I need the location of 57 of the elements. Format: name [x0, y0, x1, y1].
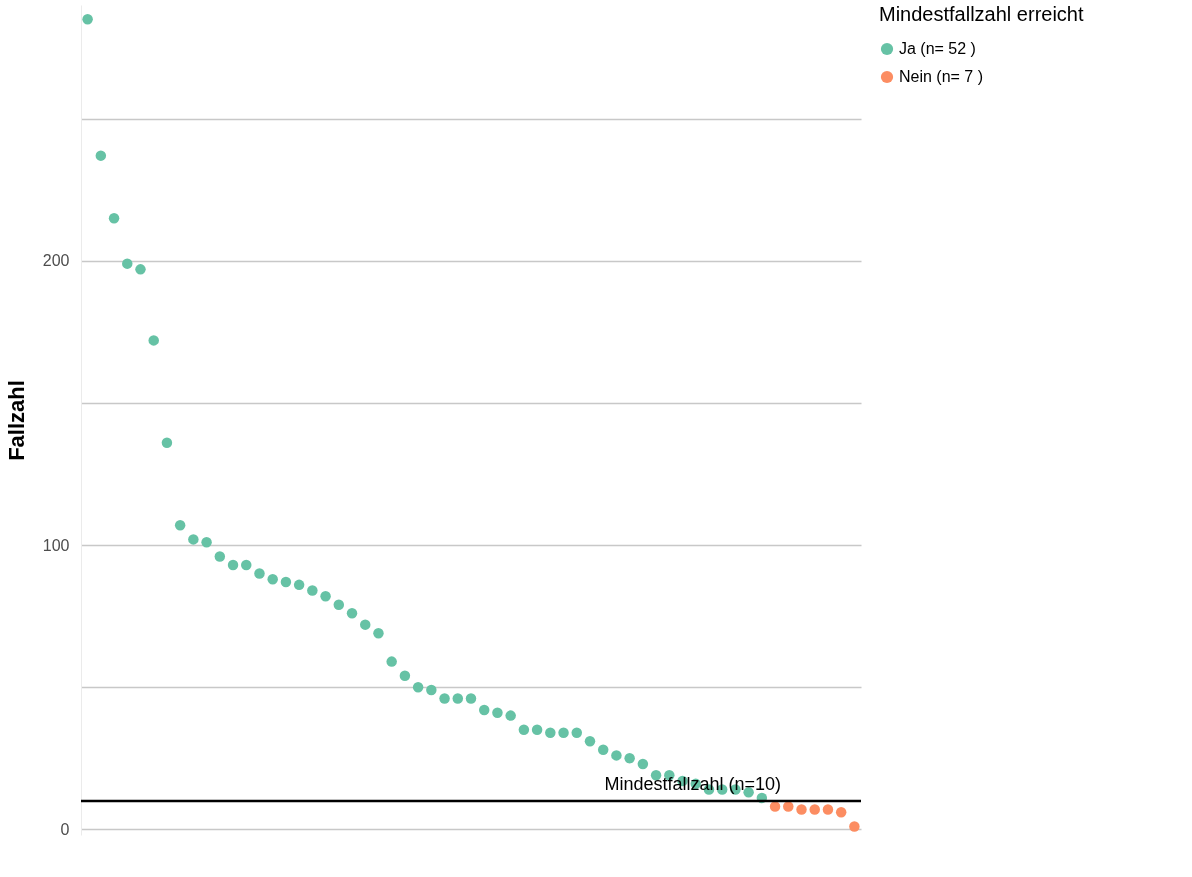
point	[571, 727, 583, 738]
point	[492, 707, 503, 719]
point	[214, 551, 226, 562]
point	[108, 212, 120, 224]
point	[558, 727, 569, 738]
point	[373, 627, 384, 639]
point	[584, 735, 596, 747]
point	[769, 801, 781, 812]
point	[174, 519, 186, 531]
point	[452, 693, 464, 704]
point	[412, 681, 424, 693]
legend-title: Mindestfallzahl erreicht	[879, 3, 1084, 25]
point	[293, 579, 305, 591]
point	[227, 559, 239, 571]
point	[135, 264, 146, 275]
point	[505, 710, 516, 721]
point	[359, 619, 371, 630]
point	[254, 568, 265, 579]
point	[822, 804, 834, 815]
point	[399, 670, 411, 682]
point	[439, 693, 450, 704]
legend-label: Nein (n= 7 )	[899, 68, 984, 85]
point	[333, 599, 345, 610]
point	[531, 724, 543, 736]
y-axis-title: Fallzahl	[3, 380, 29, 461]
point	[188, 534, 199, 545]
y-tick-label: 100	[42, 536, 70, 554]
point	[835, 807, 847, 818]
point	[201, 536, 212, 548]
point	[280, 576, 292, 588]
point	[783, 801, 794, 812]
point	[637, 758, 649, 770]
point	[478, 704, 490, 716]
point	[624, 753, 635, 764]
point	[267, 573, 278, 585]
point	[545, 727, 556, 738]
y-tick-label: 0	[60, 820, 70, 838]
point	[148, 335, 159, 346]
point	[518, 724, 530, 736]
point	[611, 750, 622, 761]
point	[796, 804, 807, 815]
point	[95, 150, 107, 161]
point	[597, 744, 609, 755]
point	[241, 559, 252, 571]
point	[849, 821, 860, 832]
y-tick-label: 200	[42, 252, 70, 270]
point	[320, 591, 331, 602]
point	[161, 437, 173, 448]
point	[465, 693, 477, 704]
legend-label: Ja (n= 52 )	[899, 40, 976, 57]
point	[809, 804, 820, 815]
point	[82, 13, 93, 25]
point	[307, 585, 318, 596]
point	[346, 608, 358, 619]
point	[122, 258, 133, 269]
point	[386, 656, 397, 667]
point	[426, 684, 437, 696]
